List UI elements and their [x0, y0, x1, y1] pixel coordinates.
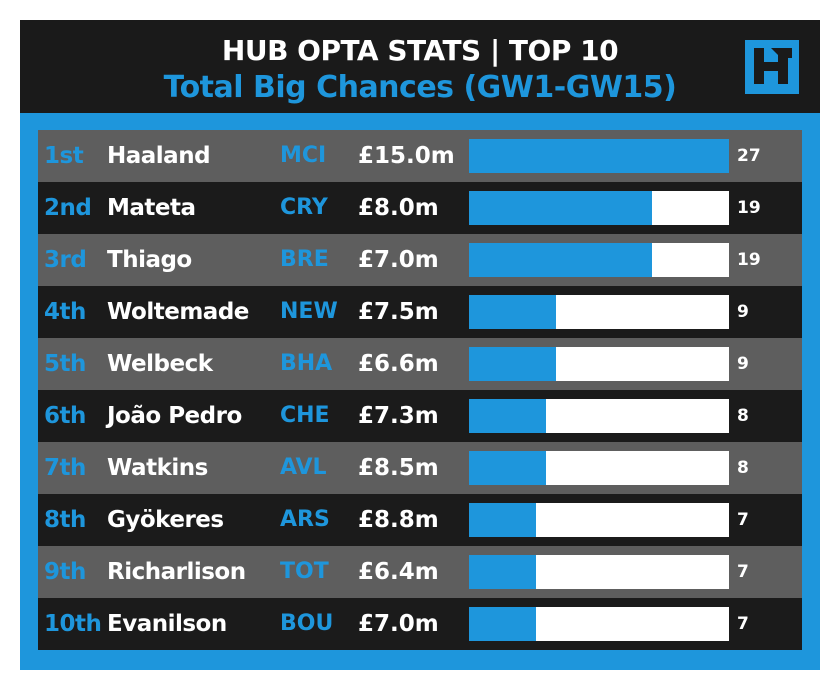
data-label: 9: [737, 302, 749, 322]
data-label: 19: [737, 250, 761, 270]
table-row: 9th Richarlison TOT £6.4m 7: [38, 546, 802, 598]
table-row: 1st Haaland MCI £15.0m 27: [38, 130, 802, 182]
table-row: 4th Woltemade NEW £7.5m 9: [38, 286, 802, 338]
bar-track: [469, 451, 729, 485]
player-price: £15.0m: [358, 143, 455, 169]
bar-track: [469, 555, 729, 589]
player-name: Haaland: [107, 143, 211, 169]
table-row: 2nd Mateta CRY £8.0m 19: [38, 182, 802, 234]
team-code: AVL: [280, 455, 327, 480]
chart-title: HUB OPTA STATS | TOP 10: [221, 34, 619, 67]
player-price: £6.4m: [358, 559, 439, 585]
player-name: Richarlison: [107, 559, 246, 585]
data-label: 7: [737, 562, 749, 582]
team-code: CRY: [280, 195, 328, 220]
team-code: TOT: [280, 559, 329, 584]
team-code: MCI: [280, 143, 327, 168]
hub-logo-icon: [745, 40, 799, 94]
player-name: Welbeck: [107, 351, 213, 377]
ranking-table: 1st Haaland MCI £15.0m 27 2nd Mateta CRY £8.0m 19…: [38, 130, 802, 650]
data-label: 8: [737, 406, 749, 426]
player-price: £8.8m: [358, 507, 439, 533]
team-code: NEW: [280, 299, 338, 324]
player-price: £7.0m: [358, 611, 439, 637]
bar: [469, 607, 536, 641]
bar: [469, 139, 729, 173]
bar: [469, 451, 546, 485]
header: HUB OPTA STATS | TOP 10 Total Big Chance…: [20, 20, 820, 113]
table-row: 8th Gyökeres ARS £8.8m 7: [38, 494, 802, 546]
data-label: 19: [737, 198, 761, 218]
team-code: CHE: [280, 403, 330, 428]
player-name: Thiago: [107, 247, 192, 273]
player-price: £8.5m: [358, 455, 439, 481]
bar: [469, 503, 536, 537]
player-price: £6.6m: [358, 351, 439, 377]
player-name: Woltemade: [107, 299, 249, 325]
bar-track: [469, 295, 729, 329]
table-row: 6th João Pedro CHE £7.3m 8: [38, 390, 802, 442]
player-name: Watkins: [107, 455, 208, 481]
bar-track: [469, 347, 729, 381]
table-row: 3rd Thiago BRE £7.0m 19: [38, 234, 802, 286]
rank-label: 5th: [44, 351, 86, 377]
rank-label: 9th: [44, 559, 86, 585]
table-row: 7th Watkins AVL £8.5m 8: [38, 442, 802, 494]
data-label: 7: [737, 510, 749, 530]
team-code: BOU: [280, 611, 334, 636]
bar: [469, 555, 536, 589]
bar-track: [469, 399, 729, 433]
player-name: Gyökeres: [107, 507, 224, 533]
player-price: £7.0m: [358, 247, 439, 273]
data-label: 8: [737, 458, 749, 478]
rank-label: 6th: [44, 403, 86, 429]
data-label: 9: [737, 354, 749, 374]
player-price: £8.0m: [358, 195, 439, 221]
table-row: 5th Welbeck BHA £6.6m 9: [38, 338, 802, 390]
data-label: 7: [737, 614, 749, 634]
data-label: 27: [737, 146, 761, 166]
bar: [469, 191, 652, 225]
table-row: 10th Evanilson BOU £7.0m 7: [38, 598, 802, 650]
player-price: £7.3m: [358, 403, 439, 429]
chart-subtitle: Total Big Chances (GW1-GW15): [163, 70, 677, 105]
bar: [469, 399, 546, 433]
player-name: Mateta: [107, 195, 196, 221]
rank-label: 4th: [44, 299, 86, 325]
bar: [469, 243, 652, 277]
team-code: BRE: [280, 247, 329, 272]
rank-label: 8th: [44, 507, 86, 533]
bar-track: [469, 503, 729, 537]
player-name: Evanilson: [107, 611, 227, 637]
bar-track: [469, 243, 729, 277]
bar-track: [469, 139, 729, 173]
rank-label: 3rd: [44, 247, 87, 273]
chart-frame: HUB OPTA STATS | TOP 10 Total Big Chance…: [20, 20, 820, 670]
rank-label: 2nd: [44, 195, 92, 221]
player-price: £7.5m: [358, 299, 439, 325]
bar-track: [469, 607, 729, 641]
rank-label: 1st: [44, 143, 84, 169]
rank-label: 10th: [44, 611, 102, 637]
bar: [469, 295, 556, 329]
rank-label: 7th: [44, 455, 86, 481]
team-code: ARS: [280, 507, 330, 532]
player-name: João Pedro: [107, 403, 242, 429]
bar: [469, 347, 556, 381]
bar-track: [469, 191, 729, 225]
team-code: BHA: [280, 351, 333, 376]
